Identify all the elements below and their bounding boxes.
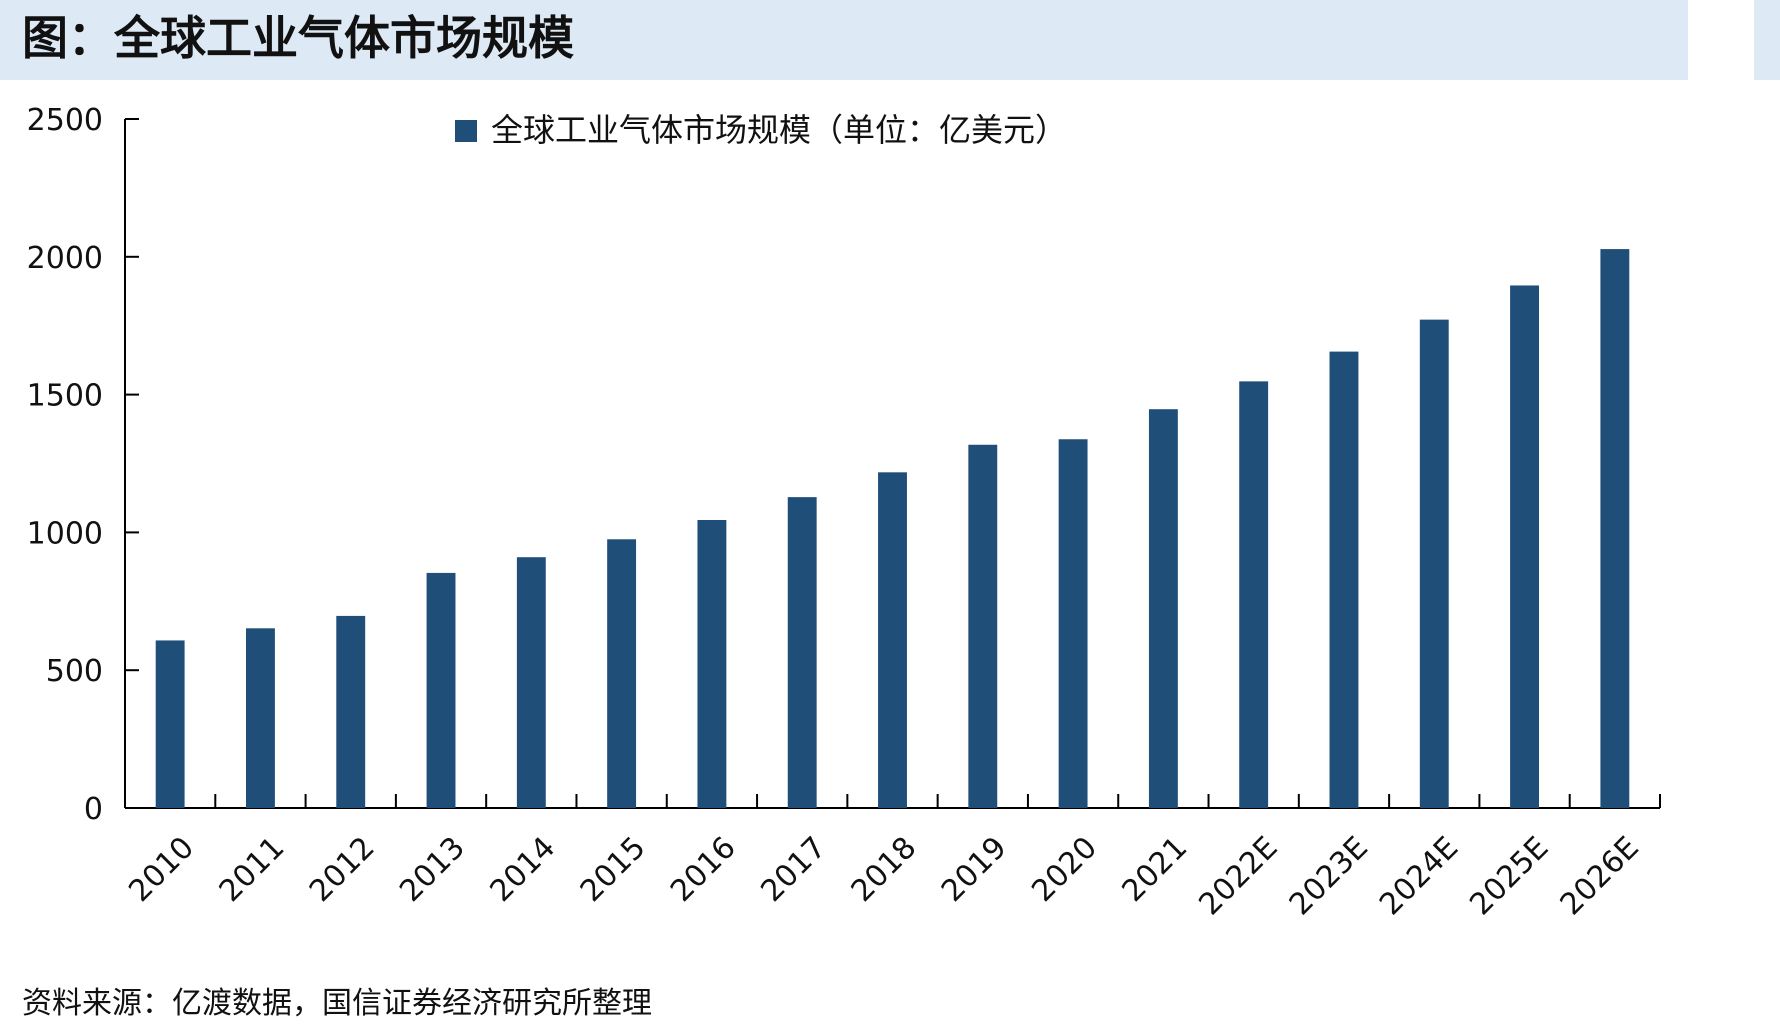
bar-2010 — [155, 640, 185, 808]
x-tick-label: 2026E — [1554, 830, 1646, 922]
y-tick-label: 2000 — [27, 241, 103, 276]
x-tick-label: 2012 — [303, 830, 382, 909]
bar-2020 — [1058, 439, 1088, 808]
bar-2019 — [968, 444, 998, 808]
x-tick-label: 2011 — [213, 830, 292, 909]
x-tick-label: 2021 — [1116, 830, 1195, 909]
x-tick-label: 2015 — [574, 830, 653, 909]
y-tick-label: 1500 — [27, 379, 103, 414]
header-band — [0, 0, 1688, 80]
source-note: 资料来源：亿渡数据，国信证券经济研究所整理 — [22, 986, 652, 1021]
bar-2018 — [878, 472, 907, 808]
bar-2022E — [1239, 381, 1269, 808]
bar-2011 — [245, 628, 275, 808]
figure-title: 图：全球工业气体市场规模 — [22, 11, 574, 65]
legend-swatch — [455, 120, 477, 142]
bar-2015 — [607, 539, 637, 808]
bar-2017 — [787, 497, 817, 808]
bar-2012 — [336, 615, 366, 808]
bar-2025E — [1510, 285, 1540, 808]
bar-2021 — [1148, 409, 1178, 808]
x-tick-label: 2020 — [1025, 830, 1104, 909]
y-tick-label: 500 — [46, 654, 103, 689]
x-tick-label: 2010 — [122, 830, 201, 909]
y-tick-label: 0 — [84, 792, 103, 827]
x-tick-label: 2013 — [393, 830, 472, 909]
bar-2013 — [426, 572, 456, 808]
x-tick-label: 2019 — [935, 830, 1014, 909]
y-tick-label: 2500 — [27, 103, 103, 138]
y-tick-label: 1000 — [27, 516, 103, 551]
x-tick-label: 2017 — [754, 830, 833, 909]
x-tick-label: 2018 — [845, 830, 924, 909]
legend-label: 全球工业气体市场规模（单位：亿美元） — [491, 111, 1067, 149]
x-tick-label: 2022E — [1192, 830, 1284, 922]
header-band-edge — [1754, 0, 1780, 80]
x-tick-label: 2014 — [484, 830, 563, 909]
bar-2024E — [1419, 319, 1449, 808]
bar-2016 — [697, 519, 727, 808]
x-tick-label: 2024E — [1373, 830, 1465, 922]
x-tick-label: 2023E — [1283, 830, 1375, 922]
x-tick-label: 2016 — [664, 830, 743, 909]
bar-2026E — [1600, 249, 1630, 809]
x-tick-label: 2025E — [1463, 830, 1555, 922]
bar-2023E — [1329, 351, 1359, 808]
bar-2014 — [516, 557, 546, 808]
